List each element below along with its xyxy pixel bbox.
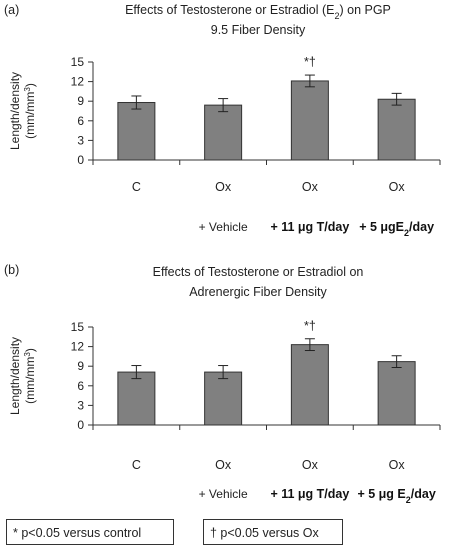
significance-annotation: *† bbox=[304, 55, 316, 69]
y-tick-label: 12 bbox=[71, 75, 85, 89]
legend-control-text: * p<0.05 versus control bbox=[13, 526, 142, 540]
panel-label: (b) bbox=[4, 263, 19, 277]
y-tick-label: 3 bbox=[77, 133, 84, 147]
y-tick-label: 6 bbox=[77, 114, 84, 128]
x-category-label: Ox bbox=[215, 458, 232, 472]
x-subcategory-label: + 11 μg T/day bbox=[270, 487, 349, 501]
chart-title-line1: Effects of Testosterone or Estradiol on bbox=[153, 265, 364, 279]
x-subcategory-label: + 5 μg E2/day bbox=[357, 487, 435, 505]
bar bbox=[204, 104, 243, 161]
x-subcategory-label: + Vehicle bbox=[199, 220, 248, 234]
x-category-label: Ox bbox=[215, 180, 232, 194]
y-axis-label-line2: (mm/mm3) bbox=[23, 348, 38, 404]
x-subcategory-label: + 5 μgE2/day bbox=[359, 220, 434, 238]
bar bbox=[117, 371, 156, 426]
y-tick-label: 15 bbox=[71, 320, 85, 334]
bar bbox=[377, 98, 416, 161]
x-category-label: Ox bbox=[302, 458, 319, 472]
y-axis-label-line1: Length/density bbox=[8, 337, 22, 415]
legend-ox-text: † p<0.05 versus Ox bbox=[210, 526, 319, 540]
y-tick-label: 3 bbox=[77, 398, 84, 412]
y-tick-label: 9 bbox=[77, 359, 84, 373]
y-tick-label: 15 bbox=[71, 55, 85, 69]
chart-title-line1: Effects of Testosterone or Estradiol (E2… bbox=[125, 3, 391, 21]
bar bbox=[290, 344, 329, 426]
y-tick-label: 0 bbox=[77, 418, 84, 432]
y-tick-label: 6 bbox=[77, 379, 84, 393]
x-category-label: Ox bbox=[389, 180, 406, 194]
chart-panel-a: (a) Effects of Testosterone or Estradiol … bbox=[4, 3, 441, 238]
bar bbox=[204, 371, 243, 426]
y-tick-label: 12 bbox=[71, 340, 85, 354]
y-tick-label: 9 bbox=[77, 94, 84, 108]
significance-annotation: *† bbox=[304, 319, 316, 333]
x-category-label: Ox bbox=[389, 458, 406, 472]
y-axis-label-line1: Length/density bbox=[8, 72, 22, 150]
bar bbox=[117, 102, 156, 161]
bar bbox=[377, 361, 416, 426]
x-category-label: C bbox=[132, 458, 141, 472]
x-category-label: Ox bbox=[302, 180, 319, 194]
x-category-label: C bbox=[132, 180, 141, 194]
bar bbox=[290, 80, 329, 161]
legend-ox: † p<0.05 versus Ox bbox=[203, 519, 343, 545]
y-axis-label-line2: (mm/mm3) bbox=[23, 83, 38, 139]
chart-title-line2: 9.5 Fiber Density bbox=[211, 23, 306, 37]
chart-title-line2: Adrenergic Fiber Density bbox=[189, 285, 327, 299]
legend-control: * p<0.05 versus control bbox=[6, 519, 174, 545]
y-tick-label: 0 bbox=[77, 153, 84, 167]
panel-label: (a) bbox=[4, 3, 19, 17]
x-subcategory-label: + 11 μg T/day bbox=[270, 220, 349, 234]
chart-panel-b: (b) Effects of Testosterone or Estradiol … bbox=[4, 263, 441, 505]
x-subcategory-label: + Vehicle bbox=[199, 487, 248, 501]
